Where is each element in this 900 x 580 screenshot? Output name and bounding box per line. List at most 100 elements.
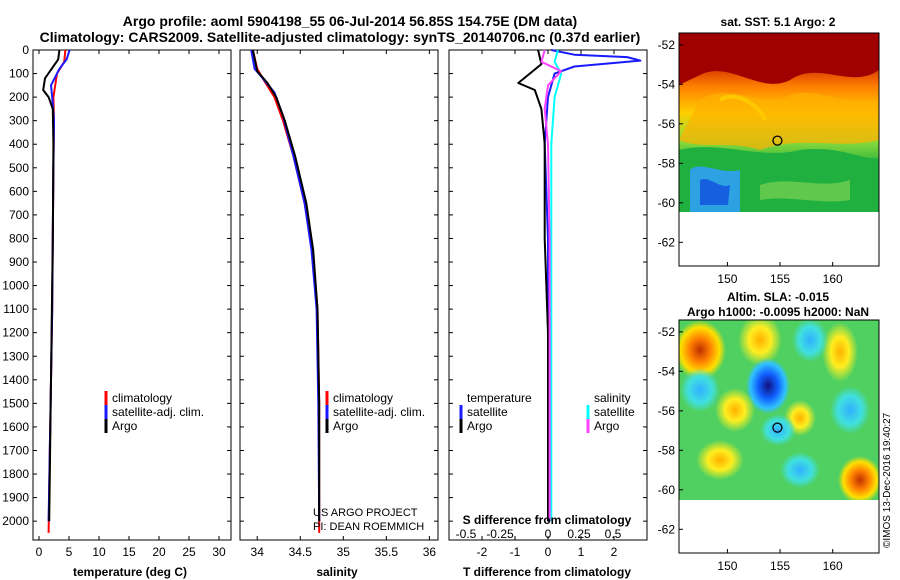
y-tick-label: 600	[9, 184, 29, 198]
difference-y-ticks	[449, 49, 647, 522]
sst-map-frame	[678, 32, 880, 267]
x-tick-label: 0	[545, 545, 552, 559]
y-tick-label: 300	[9, 114, 29, 128]
s-difference-ticks: -0.5 -0.25 0 0.25 0.5	[456, 527, 622, 541]
salinity-axes-frame	[239, 49, 439, 541]
x-tick-label: -1	[510, 545, 521, 559]
map-x-tick-label: 150	[717, 272, 737, 286]
sla-map-image	[679, 320, 879, 553]
legend-label-s-satellite: satellite	[594, 405, 635, 419]
map-x-tick-label: 160	[823, 559, 843, 573]
map-y-tick-label: -58	[658, 443, 676, 457]
y-tick-label: 500	[9, 161, 29, 175]
y-tick-label: 100	[9, 67, 29, 81]
y-tick-label: 1900	[2, 491, 29, 505]
salinity-x-axis: 34 34.5 35 35.5 36	[251, 50, 437, 559]
salinity-y-ticks	[240, 49, 438, 522]
legend-label-climatology: climatology	[112, 391, 172, 405]
x-tick-label: 36	[423, 545, 437, 559]
map-y-tick-label: -56	[658, 117, 676, 131]
series-s-satellite	[550, 49, 563, 522]
salinity-series	[250, 49, 321, 533]
sst-map-axes: 150 155 160 -52 -54 -56 -58 -60 -62	[658, 38, 843, 286]
temperature-panel: 0100200300400500600700800900100011001200…	[2, 43, 232, 579]
x-tick-label: 15	[122, 545, 136, 559]
map-x-tick-label: 155	[770, 559, 790, 573]
y-tick-label: 1700	[2, 443, 29, 457]
sla-map-title: Altim. SLA: -0.015	[727, 290, 829, 304]
map-y-tick-label: -54	[658, 77, 676, 91]
y-tick-label: 1800	[2, 467, 29, 481]
x-tick-label: 5	[66, 545, 73, 559]
y-tick-label: 1300	[2, 349, 29, 363]
map-x-tick-label: 155	[770, 272, 790, 286]
imos-stamp: ©IMOS 13-Dec-2016 19:40:27	[882, 412, 893, 548]
sst-map: sat. SST: 5.1 Argo: 2 150 155 160 -52 -54 -56…	[658, 15, 880, 286]
project-label: US ARGO PROJECT	[313, 507, 418, 519]
salinity-panel: 34 34.5 35 35.5 36 salinity climatology sate…	[239, 49, 439, 579]
sst-map-image	[679, 33, 879, 266]
x-tick-label: -2	[477, 545, 488, 559]
map-y-tick-label: -52	[658, 325, 676, 339]
x-tick-label: 34	[251, 545, 265, 559]
temperature-x-axis: 0 5 10 15 20 25 30	[36, 50, 226, 559]
title-line-2: Climatology: CARS2009. Satellite-adjuste…	[40, 29, 641, 45]
x-tick-label: 35	[337, 545, 351, 559]
y-tick-label: 900	[9, 255, 29, 269]
sla-map-axes: 150 155 160 -52 -54 -56 -58 -60 -62	[658, 325, 843, 573]
map-y-tick-label: -52	[658, 38, 676, 52]
salinity-legend: climatology satellite-adj. clim. Argo	[325, 391, 425, 433]
series-t-satellite	[543, 49, 642, 522]
s-tick-label: -0.25	[486, 527, 514, 541]
sst-argo-marker	[772, 135, 783, 146]
y-tick-label: 1400	[2, 373, 29, 387]
y-tick-label: 400	[9, 137, 29, 151]
x-tick-label: 0	[36, 545, 43, 559]
pi-label: PI: DEAN ROEMMICH	[313, 521, 424, 533]
y-tick-label: 2000	[2, 514, 29, 528]
difference-series	[517, 49, 642, 522]
sla-map-subtitle: Argo h1000: -0.0095 h2000: NaN	[687, 305, 869, 319]
map-y-tick-label: -62	[658, 522, 676, 536]
map-y-tick-label: -62	[658, 235, 676, 249]
legend-label-argo: Argo	[333, 419, 359, 433]
sst-map-title: sat. SST: 5.1 Argo: 2	[721, 15, 836, 29]
legend-title-salinity: salinity	[594, 391, 631, 405]
y-tick-label: 0	[22, 43, 29, 57]
y-tick-label: 1500	[2, 396, 29, 410]
sla-map-frame	[678, 319, 880, 554]
s-tick-label: 0.5	[605, 527, 622, 541]
legend-label-satellite: satellite-adj. clim.	[112, 405, 204, 419]
y-tick-label: 1100	[3, 302, 29, 316]
y-tick-label: 800	[9, 231, 29, 245]
legend-label-s-argo: Argo	[594, 419, 620, 433]
x-tick-label: 34.5	[289, 545, 313, 559]
title-line-1: Argo profile: aoml 5904198_55 06-Jul-201…	[123, 13, 577, 29]
map-y-tick-label: -60	[658, 196, 676, 210]
x-tick-label: 2	[611, 545, 618, 559]
legend-label-argo: Argo	[112, 419, 138, 433]
x-tick-label: 35.5	[375, 545, 399, 559]
s-tick-label: 0	[545, 527, 552, 541]
map-y-tick-label: -56	[658, 404, 676, 418]
temperature-xlabel: temperature (deg C)	[73, 565, 187, 579]
temperature-legend: climatology satellite-adj. clim. Argo	[104, 391, 204, 433]
map-y-tick-label: -54	[658, 364, 676, 378]
y-tick-label: 1000	[2, 279, 29, 293]
difference-legend: temperature satellite Argo salinity sate…	[459, 391, 635, 433]
difference-xlabel: T difference from climatology	[463, 565, 631, 579]
map-y-tick-label: -60	[658, 483, 676, 497]
s-difference-xlabel: S difference from climatology	[463, 513, 632, 527]
y-tick-label: 700	[9, 208, 29, 222]
x-tick-label: 1	[578, 545, 585, 559]
y-tick-label: 1200	[2, 326, 29, 340]
y-tick-label: 200	[9, 90, 29, 104]
difference-panel: -2 -1 0 1 2 T difference from climatology S …	[448, 49, 648, 579]
x-tick-label: 30	[212, 545, 226, 559]
temperature-y-axis: 0 100 200 300 400 500 600 700 800 900 1000 1100 1200…	[2, 43, 231, 528]
s-tick-label: 0.25	[567, 527, 591, 541]
x-tick-label: 10	[92, 545, 106, 559]
legend-label-t-satellite: satellite	[467, 405, 508, 419]
legend-label-t-argo: Argo	[467, 419, 493, 433]
